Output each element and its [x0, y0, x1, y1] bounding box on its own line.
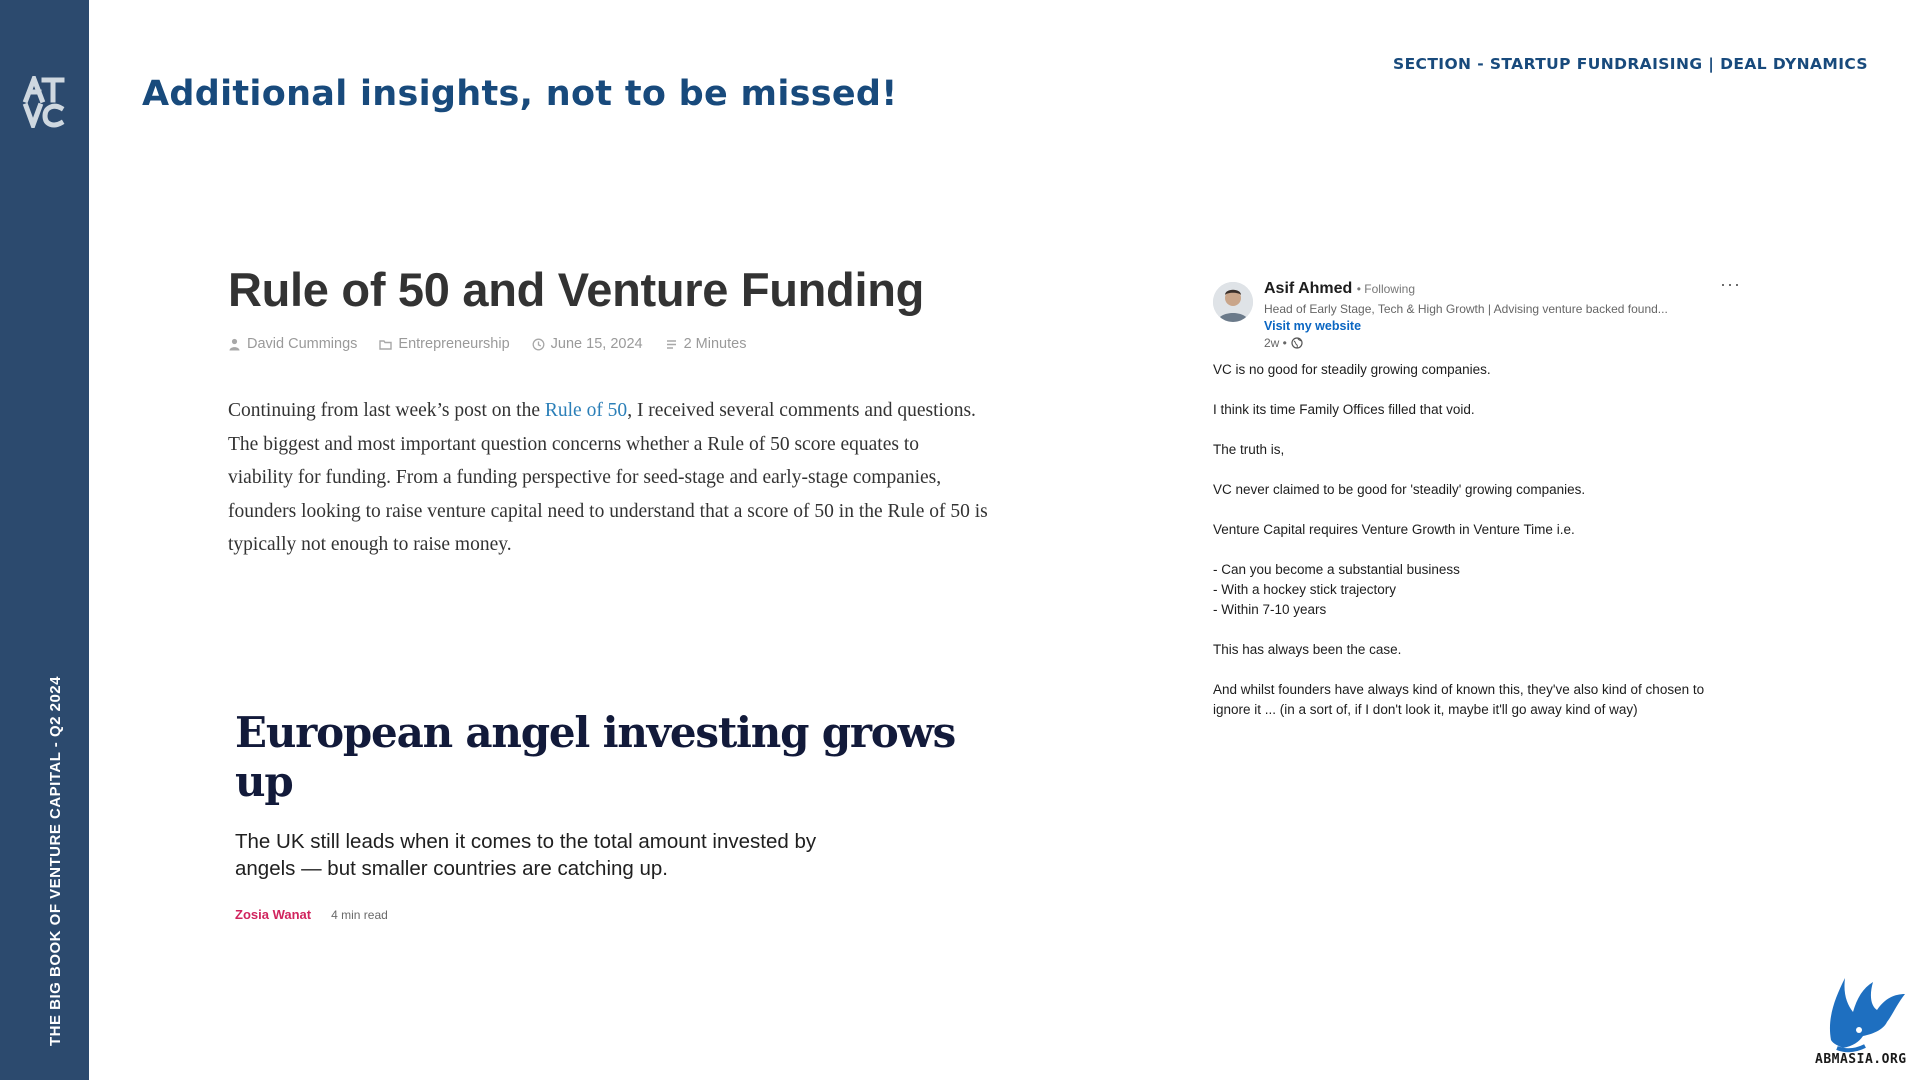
- watermark-text: ABMASIA.ORG: [1815, 1052, 1907, 1067]
- eagle-logo-icon: [1829, 978, 1905, 1053]
- meta-category-text: Entrepreneurship: [398, 336, 510, 352]
- meta-author-text: David Cummings: [247, 336, 358, 352]
- post-paragraph: VC is no good for steadily growing compa…: [1213, 362, 1491, 377]
- user-icon: [229, 338, 240, 350]
- blog-meta: David Cummings Entrepreneurship June 15,…: [228, 336, 988, 352]
- post-author-name[interactable]: Asif Ahmed: [1264, 280, 1353, 297]
- meta-author[interactable]: David Cummings: [228, 336, 357, 352]
- more-options-icon[interactable]: ···: [1720, 274, 1741, 294]
- angel-subheadline: The UK still leads when it comes to the …: [235, 830, 817, 880]
- meta-category[interactable]: Entrepreneurship: [379, 336, 510, 352]
- angel-author[interactable]: Zosia Wanat: [235, 907, 312, 922]
- globe-icon: [1291, 337, 1303, 349]
- blog-post-card: Rule of 50 and Venture Funding David Cum…: [228, 262, 988, 581]
- post-list-item: - With a hockey stick trajectory: [1213, 582, 1397, 597]
- book-title-vertical: THE BIG BOOK OF VENTURE CAPITAL - Q2 202…: [47, 676, 64, 1046]
- author-headline: Head of Early Stage, Tech & High Growth …: [1264, 302, 1668, 316]
- atvc-logo-icon: [22, 76, 65, 128]
- post-age: 2w •: [1264, 336, 1704, 350]
- author-block: Asif Ahmed • Following Head of Early Sta…: [1264, 280, 1704, 350]
- meta-read-time-text: 2 Minutes: [683, 336, 747, 352]
- post-paragraph: The truth is,: [1213, 442, 1285, 457]
- sidebar: THE BIG BOOK OF VENTURE CAPITAL - Q2 202…: [0, 0, 89, 1080]
- section-label: SECTION - STARTUP FUNDRAISING | DEAL DYN…: [1393, 55, 1868, 73]
- rule-of-50-link[interactable]: Rule of 50: [544, 400, 628, 421]
- following-status[interactable]: • Following: [1356, 282, 1415, 296]
- author-line: Asif Ahmed • Following: [1264, 280, 1704, 298]
- visit-website-link[interactable]: Visit my website: [1264, 319, 1362, 333]
- blog-body: Continuing from last week’s post on the …: [228, 394, 988, 562]
- linkedin-post: Asif Ahmed • Following Head of Early Sta…: [1213, 274, 1743, 740]
- post-paragraph: Venture Capital requires Venture Growth …: [1213, 522, 1575, 537]
- angel-read-time: 4 min read: [331, 907, 388, 922]
- post-paragraph: And whilst founders have always kind of …: [1213, 682, 1705, 717]
- angel-meta: Zosia Wanat 4 min read: [235, 907, 995, 922]
- page-title: Additional insights, not to be missed!: [142, 74, 898, 114]
- folder-icon: [379, 339, 393, 350]
- post-body: VC is no good for steadily growing compa…: [1213, 360, 1743, 720]
- avatar[interactable]: [1213, 282, 1253, 322]
- list-icon: [666, 339, 676, 349]
- meta-date-text: June 15, 2024: [550, 336, 643, 352]
- blog-body-intro: Continuing from last week’s post on the: [228, 400, 545, 421]
- post-list: - Can you become a substantial business …: [1213, 560, 1743, 620]
- post-age-text: 2w •: [1264, 336, 1287, 350]
- blog-title[interactable]: Rule of 50 and Venture Funding: [228, 263, 925, 316]
- angel-article-card: European angel investing grows up The UK…: [235, 708, 995, 922]
- post-header: Asif Ahmed • Following Head of Early Sta…: [1213, 274, 1743, 352]
- post-paragraph: I think its time Family Offices filled t…: [1213, 402, 1475, 417]
- post-list-item: - Within 7-10 years: [1213, 602, 1327, 617]
- post-paragraph: VC never claimed to be good for 'steadil…: [1213, 482, 1586, 497]
- blog-body-rest: , I received several comments and questi…: [228, 400, 988, 555]
- person-avatar-icon: [1213, 282, 1253, 322]
- angel-headline[interactable]: European angel investing grows up: [235, 708, 956, 806]
- post-paragraph: This has always been the case.: [1213, 642, 1402, 657]
- clock-icon: [532, 338, 545, 350]
- post-list-item: - Can you become a substantial business: [1213, 562, 1460, 577]
- meta-read-time: 2 Minutes: [665, 336, 747, 352]
- meta-date: June 15, 2024: [532, 336, 643, 352]
